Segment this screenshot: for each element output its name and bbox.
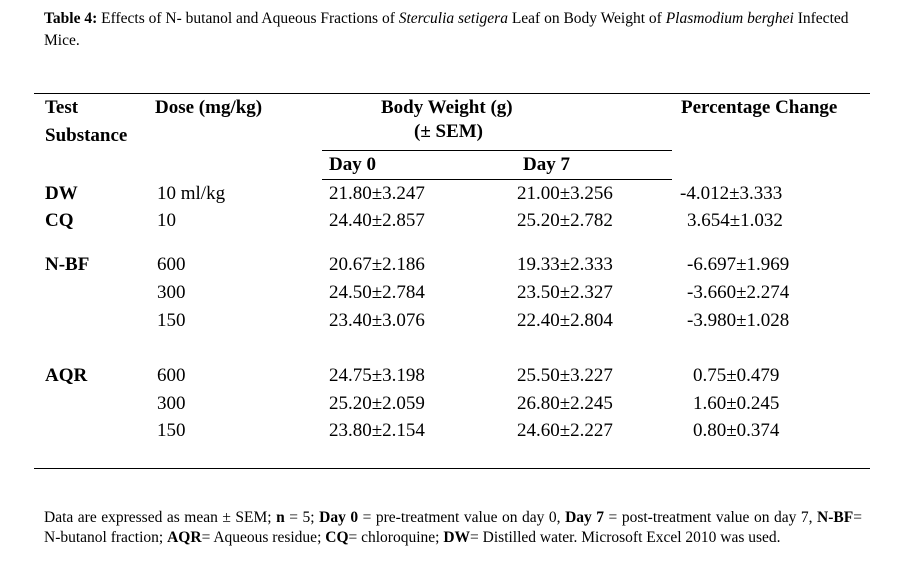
cell-day7: 25.20±2.782 (517, 210, 613, 231)
table-bottom-rule (34, 468, 870, 469)
cell-substance: DW (45, 183, 78, 204)
cell-day0: 24.75±3.198 (329, 365, 425, 386)
cell-day7: 21.00±3.256 (517, 183, 613, 204)
cell-day7: 19.33±2.333 (517, 254, 613, 275)
header-substance: Substance (45, 125, 128, 146)
cell-day0: 23.80±2.154 (329, 420, 425, 441)
cell-day7: 23.50±2.327 (517, 282, 613, 303)
cell-substance: CQ (45, 210, 74, 231)
cell-day0: 25.20±2.059 (329, 393, 425, 414)
cell-day0: 21.80±3.247 (329, 183, 425, 204)
table-footnote: Data are expressed as mean ± SEM; n = 5;… (44, 509, 862, 546)
cell-dose: 10 (157, 210, 176, 231)
cell-day7: 24.60±2.227 (517, 420, 613, 441)
cell-pct: -6.697±1.969 (687, 254, 790, 275)
cell-substance: N-BF (45, 254, 90, 275)
table-top-rule (34, 93, 870, 94)
cell-day0: 20.67±2.186 (329, 254, 425, 275)
table-label: Table 4: (44, 10, 98, 27)
cell-day0: 24.50±2.784 (329, 282, 425, 303)
header-sem: (± SEM) (414, 121, 484, 142)
header-subrule (322, 150, 672, 151)
cell-dose: 300 (157, 393, 186, 414)
header-day7: Day 7 (523, 154, 570, 175)
cell-day7: 22.40±2.804 (517, 310, 613, 331)
cell-day0: 24.40±2.857 (329, 210, 425, 231)
cell-pct: -3.980±1.028 (687, 310, 790, 331)
cell-pct: 3.654±1.032 (687, 210, 783, 231)
cell-dose: 150 (157, 310, 186, 331)
header-day0: Day 0 (329, 154, 376, 175)
cell-day7: 26.80±2.245 (517, 393, 613, 414)
cell-day0: 23.40±3.076 (329, 310, 425, 331)
header-percentage-change: Percentage Change (681, 97, 838, 118)
cell-substance: AQR (45, 365, 88, 386)
cell-pct: -3.660±2.274 (687, 282, 790, 303)
header-bottom-rule (322, 179, 672, 180)
cell-pct: 0.75±0.479 (693, 365, 780, 386)
cell-dose: 600 (157, 365, 186, 386)
table-caption: Table 4: Effects of N- butanol and Aqueo… (44, 10, 849, 49)
cell-dose: 600 (157, 254, 186, 275)
header-test: Test (45, 97, 79, 118)
cell-dose: 10 ml/kg (157, 183, 226, 204)
cell-dose: 150 (157, 420, 186, 441)
cell-pct: 1.60±0.245 (693, 393, 780, 414)
cell-pct: -4.012±3.333 (680, 183, 783, 204)
cell-dose: 300 (157, 282, 186, 303)
header-dose: Dose (mg/kg) (155, 97, 263, 118)
cell-day7: 25.50±3.227 (517, 365, 613, 386)
header-body-weight: Body Weight (g) (381, 97, 513, 118)
cell-pct: 0.80±0.374 (693, 420, 780, 441)
